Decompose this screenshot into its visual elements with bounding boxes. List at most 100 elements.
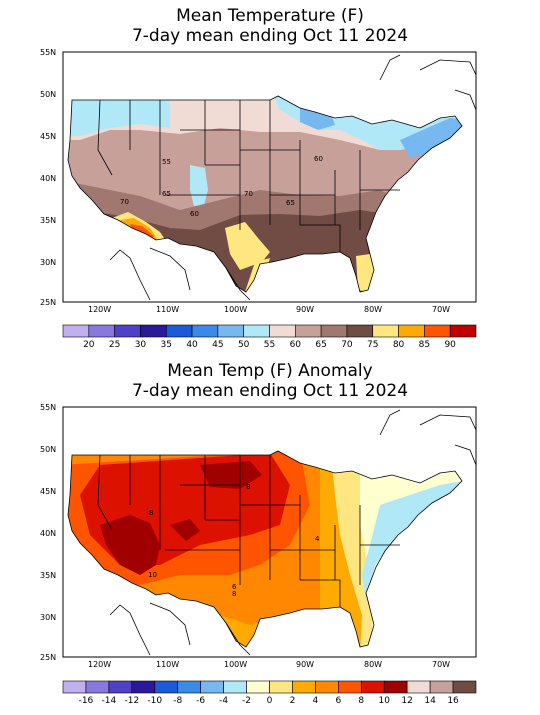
- panel1-colorbar-swatch: [243, 324, 270, 338]
- panel1-lat-label: 55N: [40, 48, 57, 57]
- panel1-colorbar-swatch: [346, 324, 374, 338]
- panel1-contour-label: 70: [244, 190, 253, 198]
- panel2-lon-label: 120W: [88, 660, 112, 669]
- panel2-title-line2: 7-day mean ending Oct 11 2024: [131, 381, 409, 401]
- panel1-colorbar-swatch: [320, 324, 348, 338]
- panel1-colorbar-labels: 20 25 30 35 40 45 50 55 60 65 70 75 80 85 90: [0, 340, 540, 352]
- panel1-colorbar-tick-label: 40: [186, 340, 198, 350]
- panel2-colorbar-swatch: [131, 680, 156, 694]
- panel1-lat-label: 50N: [40, 90, 57, 99]
- panel2-contour-label: 8: [149, 509, 153, 517]
- panel1-contour-labels: 55 60 70 65 70 60 65: [120, 155, 323, 218]
- panel2-map: 8 8 10 4 6 8: [62, 406, 477, 658]
- panel1-colorbar-swatch: [114, 324, 141, 338]
- panel2-lon-label: 70W: [432, 660, 451, 669]
- panel1-colorbar-tick-label: 35: [160, 340, 172, 350]
- panel1-colorbar-tick-label: 90: [444, 340, 456, 350]
- panel2-colorbar-swatch: [383, 680, 408, 694]
- panel2-colorbar-tick-label: 10: [378, 696, 390, 706]
- panel2-colorbar-swatch: [108, 680, 133, 694]
- panel2-colorbar-swatch: [177, 680, 201, 694]
- panel2-contour-label: 8: [246, 483, 250, 491]
- panel2-lat-label: 40N: [40, 529, 57, 538]
- panel2-colorbar-swatch: [338, 680, 362, 694]
- panel1-colorbar-swatch: [449, 324, 477, 338]
- panel1-lat-label: 25N: [40, 298, 57, 307]
- panel2-colorbar-tick-label: 0: [266, 696, 273, 706]
- panel1-colorbar-tick-label: 60: [289, 340, 302, 350]
- panel2-lat-label: 45N: [40, 487, 57, 496]
- panel1-lon-label: 110W: [156, 305, 180, 314]
- panel2-coastlines: [67, 409, 476, 656]
- panel1-lat-label: 45N: [40, 132, 57, 141]
- panel1-lon-label: 90W: [296, 305, 315, 314]
- panel2-colorbar-swatch: [292, 680, 316, 694]
- panel1-frame: [62, 51, 477, 303]
- panel2-colorbar-swatch: [154, 680, 179, 694]
- panel2-contour-label: 10: [148, 571, 157, 579]
- panel2-lat-label: 35N: [40, 571, 57, 580]
- panel1-title-line2: 7-day mean ending Oct 11 2024: [131, 26, 409, 46]
- panel2-colorbar-tick-label: 8: [358, 696, 365, 706]
- panel2-lat-label: 30N: [40, 613, 57, 622]
- panel1-colorbar-tick-label: 45: [212, 340, 224, 350]
- panel1-colorbar-tick-label: 20: [83, 340, 95, 350]
- panel1-colorbar-tick-label: 25: [108, 340, 121, 350]
- panel2-colorbar-tick-label: 12: [401, 696, 413, 706]
- panel2-contour-label: 4: [315, 535, 320, 543]
- panel1-colorbar-tick-label: 70: [341, 340, 353, 350]
- panel2-colorbar-tick-label: 14: [424, 696, 436, 706]
- panel2-colorbar-tick-label: 6: [335, 696, 342, 706]
- panel2-lon-label: 90W: [296, 660, 315, 669]
- panel2-colorbar-swatch: [62, 680, 87, 694]
- panel1-lon-label: 100W: [224, 305, 248, 314]
- panel2-lat-label: 50N: [40, 445, 57, 454]
- panel1-colorbar-tick-label: 55: [263, 340, 276, 350]
- panel2-contour-labels: 8 8 10 4 6 8: [148, 483, 320, 598]
- panel2-colorbar-tick-label: -14: [101, 696, 117, 706]
- panel1-colorbar-tick-label: 30: [134, 340, 147, 350]
- panel2-colorbar-tick-label: -8: [173, 696, 183, 706]
- panel2-contour-label: 8: [232, 590, 236, 598]
- panel2-colorbar-tick-label: 2: [289, 696, 296, 706]
- panel2-lon-label: 110W: [156, 660, 180, 669]
- panel1-colorbar-swatch: [269, 324, 296, 338]
- panel1-colorbar-swatch: [191, 324, 219, 338]
- panel2-lon-label: 100W: [224, 660, 248, 669]
- panel1-contour-label: 65: [162, 190, 171, 198]
- panel2-colorbar-tick-label: -6: [196, 696, 206, 706]
- panel2-contour-label: 6: [232, 583, 237, 591]
- panel2-frame: [62, 406, 477, 658]
- panel2-title-line1: Mean Temp (F) Anomaly: [167, 361, 373, 381]
- panel1-contour-label: 55: [162, 158, 171, 166]
- panel1-colorbar: [62, 324, 477, 338]
- panel1-lat-label: 35N: [40, 216, 57, 225]
- panel1-colorbar-tick-label: 80: [392, 340, 405, 350]
- panel1-colorbar-swatch: [398, 324, 425, 338]
- panel2-colorbar-swatch: [200, 680, 224, 694]
- panel1-coastlines: [67, 54, 476, 301]
- panel1-colorbar-swatch: [88, 324, 115, 338]
- panel1-title-line1: Mean Temperature (F): [176, 6, 364, 26]
- panel2-colorbar-swatch: [246, 680, 270, 694]
- panel2-colorbar-swatch: [223, 680, 247, 694]
- panel2-colorbar: [62, 680, 477, 694]
- panel2-colorbar-tick-label: -16: [78, 696, 94, 706]
- panel2-colorbar-swatch: [315, 680, 339, 694]
- panel2-colorbar-tick-label: -4: [219, 696, 229, 706]
- panel1-colorbar-swatch: [372, 324, 399, 338]
- panel2-colorbar-swatch: [406, 680, 431, 694]
- panel2-colorbar-tick-label: -10: [147, 696, 163, 706]
- panel2-lon-label: 80W: [364, 660, 383, 669]
- panel2-colorbar-tick-label: -2: [242, 696, 252, 706]
- panel1-contour-label: 70: [120, 198, 129, 206]
- panel1-colorbar-swatch: [62, 324, 90, 338]
- panel1-lat-label: 30N: [40, 258, 57, 267]
- panel1-colorbar-tick-label: 85: [418, 340, 431, 350]
- panel1-lon-label: 120W: [88, 305, 112, 314]
- panel2-lat-label: 55N: [40, 403, 57, 412]
- panel1-colorbar-tick-label: 75: [367, 340, 379, 350]
- panel1-colorbar-tick-label: 50: [237, 340, 250, 350]
- panel1-colorbar-swatch: [165, 324, 193, 338]
- panel1-contour-label: 65: [286, 199, 295, 207]
